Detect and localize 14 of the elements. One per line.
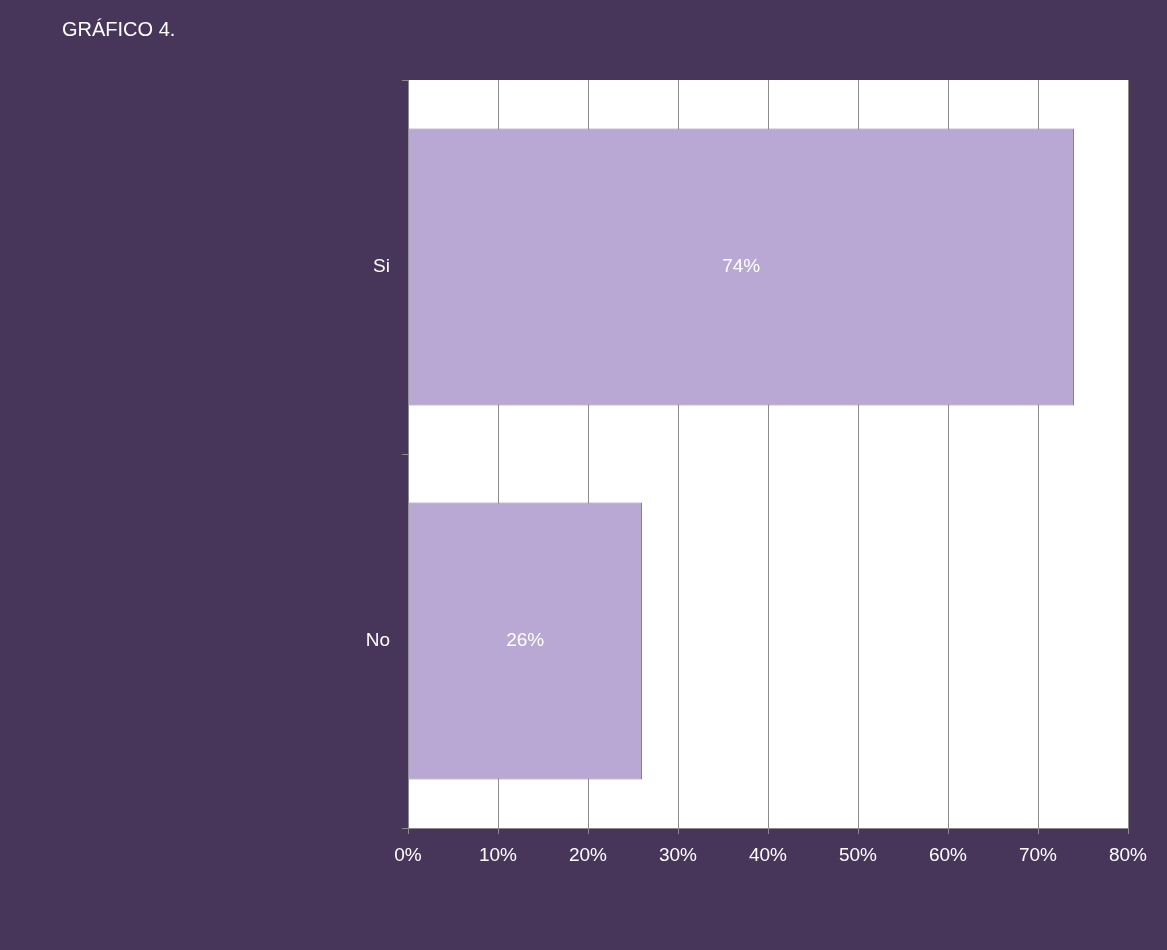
y-tick-label: Si [373,255,390,277]
x-tick-label: 50% [838,843,878,865]
x-tick-label: 0% [394,843,422,865]
x-tick-label: 20% [568,843,608,865]
y-tick-label: No [365,629,390,651]
data-label: 26% [506,629,545,651]
x-tick-label: 10% [478,843,518,865]
x-tick-label: 80% [1108,843,1148,865]
text: GRÁFICO 4. [62,18,176,41]
data-label: 74% [722,255,761,277]
x-tick-label: 30% [658,843,698,865]
x-tick-label: 60% [928,843,968,865]
x-tick-label: 40% [748,843,788,865]
x-tick-label: 70% [1018,843,1058,865]
